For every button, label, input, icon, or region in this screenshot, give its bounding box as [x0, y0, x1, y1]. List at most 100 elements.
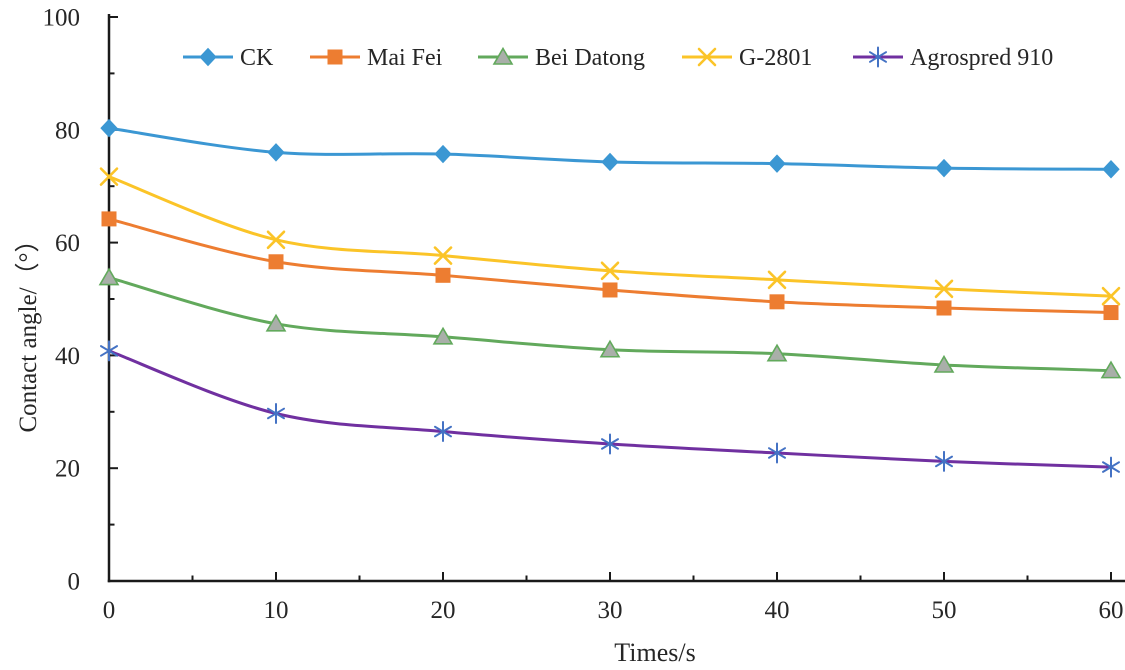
data-point	[769, 294, 785, 310]
triangle-marker-icon	[599, 339, 621, 358]
y-tick-label: 40	[55, 343, 80, 370]
y-tick-label: 80	[55, 117, 80, 144]
data-point	[935, 450, 953, 472]
x-marker-icon	[767, 270, 787, 290]
data-point	[267, 143, 285, 162]
asterisk-marker-icon	[434, 421, 452, 443]
x-marker-icon	[600, 261, 620, 281]
data-point	[599, 339, 621, 358]
y-tick-label: 20	[55, 456, 80, 483]
data-point	[435, 267, 451, 283]
diamond-marker-icon	[935, 158, 953, 178]
diamond-marker-icon	[434, 144, 452, 164]
legend-item-agrospred-910: Agrospred 910	[853, 45, 1053, 71]
x-tick-label: 10	[264, 597, 289, 624]
legend-marker	[199, 47, 217, 67]
y-tick-label: 0	[68, 569, 81, 596]
x-tick-label: 50	[932, 597, 957, 624]
data-point	[101, 211, 117, 227]
data-point	[98, 267, 120, 286]
legend-label: G-2801	[739, 45, 812, 71]
data-point	[1100, 360, 1122, 379]
square-marker-icon	[769, 294, 785, 310]
legend-marker	[492, 46, 514, 65]
data-point	[266, 230, 286, 250]
data-point	[602, 282, 618, 298]
data-point	[434, 144, 452, 164]
data-point	[100, 340, 118, 362]
asterisk-marker-icon	[601, 433, 619, 455]
data-point	[1103, 305, 1119, 321]
data-point	[433, 246, 453, 265]
y-axis-title: Contact angle/（°）	[15, 227, 42, 433]
diamond-marker-icon	[100, 118, 118, 138]
series-markers-ck	[100, 118, 1120, 179]
data-point	[933, 354, 955, 373]
y-tick-label: 60	[55, 230, 80, 257]
square-marker-icon	[1103, 305, 1119, 321]
data-point	[1102, 456, 1120, 478]
data-point	[600, 261, 620, 281]
triangle-marker-icon	[492, 46, 514, 65]
diamond-marker-icon	[601, 152, 619, 172]
data-point	[267, 402, 285, 424]
asterisk-marker-icon	[869, 46, 887, 68]
legend-item-ck: CK	[183, 45, 274, 71]
series-markers-g-2801	[99, 167, 1121, 306]
x-tick-label: 0	[103, 597, 116, 624]
diamond-marker-icon	[199, 47, 217, 67]
asterisk-marker-icon	[768, 442, 786, 464]
legend-label: Bei Datong	[535, 45, 645, 71]
series-markers-bei-datong	[98, 267, 1122, 379]
data-point	[601, 433, 619, 455]
asterisk-marker-icon	[1102, 456, 1120, 478]
asterisk-marker-icon	[100, 340, 118, 362]
triangle-marker-icon	[432, 326, 454, 345]
legend-item-g-2801: G-2801	[682, 45, 812, 71]
square-marker-icon	[327, 49, 343, 65]
data-point	[768, 442, 786, 464]
series-markers-mai-fei	[101, 211, 1119, 321]
data-point	[1102, 160, 1120, 179]
axes: 0 20 40 60 80 100 0 10 20 30 40 50 60	[43, 5, 1125, 624]
data-point	[432, 326, 454, 345]
diamond-marker-icon	[267, 143, 285, 162]
data-point	[768, 154, 786, 173]
legend: CK Mai Fei Bei Datong G-2801 Agrospred 910	[183, 45, 1053, 71]
x-tick-label: 40	[765, 597, 790, 624]
legend-marker	[869, 46, 887, 68]
x-tick-label: 20	[431, 597, 456, 624]
triangle-marker-icon	[1100, 360, 1122, 379]
data-point	[601, 152, 619, 172]
legend-label: Agrospred 910	[910, 45, 1053, 71]
square-marker-icon	[435, 267, 451, 283]
data-point	[1101, 286, 1121, 306]
asterisk-marker-icon	[935, 450, 953, 472]
data-point	[935, 158, 953, 178]
triangle-marker-icon	[933, 354, 955, 373]
series-line-g-2801	[107, 175, 1113, 298]
x-marker-icon	[934, 279, 954, 299]
series-line-mai-fei	[107, 217, 1113, 315]
square-marker-icon	[936, 300, 952, 316]
triangle-marker-icon	[766, 343, 788, 362]
legend-marker	[327, 49, 343, 65]
square-marker-icon	[602, 282, 618, 298]
data-point	[265, 313, 287, 332]
x-tick-label: 60	[1099, 597, 1124, 624]
legend-item-bei-datong: Bei Datong	[478, 45, 645, 71]
y-tick-label: 100	[43, 5, 81, 32]
data-point	[434, 421, 452, 443]
x-marker-icon	[697, 47, 717, 67]
data-point	[767, 270, 787, 290]
x-marker-icon	[266, 230, 286, 250]
asterisk-marker-icon	[267, 402, 285, 424]
diamond-marker-icon	[1102, 160, 1120, 179]
x-marker-icon	[433, 246, 453, 265]
x-marker-icon	[1101, 286, 1121, 306]
data-point	[99, 167, 119, 186]
legend-label: Mai Fei	[367, 45, 443, 71]
x-marker-icon	[99, 167, 119, 186]
